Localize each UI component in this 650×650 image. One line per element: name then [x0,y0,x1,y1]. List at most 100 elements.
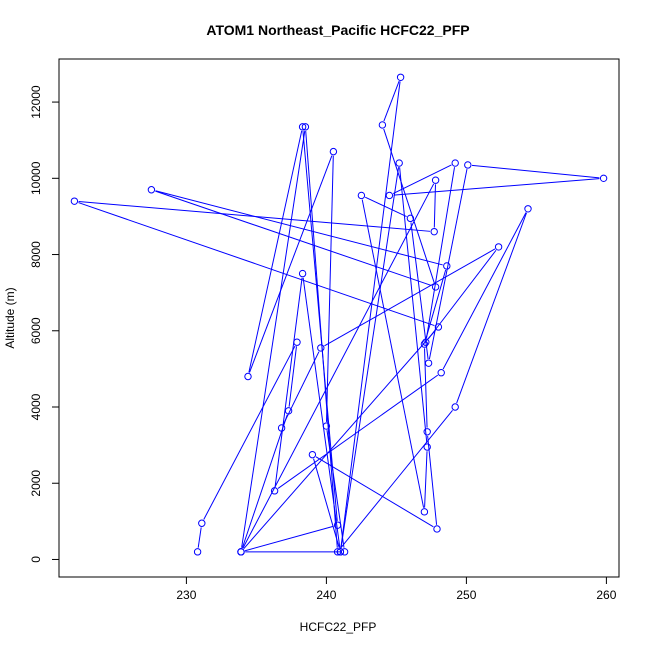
data-point [357,191,366,200]
data-point [431,176,440,184]
data-point [424,359,433,367]
data-point [422,338,430,346]
series-line-segment [242,183,435,549]
data-point [451,159,459,167]
series-line-segment [393,178,600,196]
series-line-segment [244,525,334,552]
data-point [451,403,459,411]
series-line-segment [324,248,496,347]
series-line-segment [425,167,456,339]
data-point [333,548,342,556]
y-axis: 0 2000 4000 6000 8000 10000 12000 [29,85,59,563]
plot-frame [58,58,620,578]
series-line-segment [302,277,341,548]
series-line-segment [305,130,338,548]
series-line-segment [248,130,303,373]
data-point [420,340,429,348]
data-point [378,121,387,129]
data-point [420,508,429,516]
series-line-segment [313,458,340,548]
series-line-segment [392,164,452,195]
data-point [599,174,608,183]
series-line-segment [340,81,401,548]
data-point [298,269,307,278]
data-point [434,323,443,331]
series-layer [70,73,608,556]
data-point [443,262,451,270]
series-line-segment [78,202,435,327]
data-point [431,283,440,291]
series-line-segment [471,164,600,179]
data-point [277,424,286,432]
data-point [329,147,338,156]
data-point [494,243,503,251]
chart-title: ATOM1 Northeast_Pacific HCFC22_PFP [206,22,469,38]
data-point [437,368,445,377]
series-line-segment [442,212,527,370]
x-axis-label: HCFC22_PFP [300,620,377,634]
data-point [193,548,202,556]
series-line-segment [243,329,437,550]
series-line-segment [249,155,333,373]
data-point [317,344,325,352]
series-line-segment [433,184,436,228]
data-point [336,548,345,556]
data-point [430,227,438,236]
data-point [406,214,415,223]
data-point [396,73,405,81]
y-tick-label: 10000 [29,161,43,195]
y-tick-label: 12000 [29,85,43,119]
series-line-segment [277,374,439,489]
data-point [464,161,472,169]
data-point [147,186,156,194]
series-line-segment [410,222,429,360]
series-line-segment [315,456,434,528]
series-line-segment [383,128,435,284]
series-line-segment [155,190,432,287]
series-line-segment [427,435,438,525]
x-tick-label: 250 [456,588,476,602]
series-line-segment [424,348,428,428]
data-point [423,443,431,451]
series-line-segment [241,414,288,549]
data-point [433,525,441,533]
data-point [293,338,301,346]
x-tick-label: 230 [176,588,196,602]
y-tick-label: 0 [29,556,43,563]
x-tick-label: 260 [596,588,616,602]
data-point [270,487,279,495]
data-point [284,407,293,415]
series-line-segment [326,155,334,422]
data-point [340,548,349,556]
y-tick-label: 4000 [29,393,43,420]
series-line-segment [197,527,202,548]
series-line-segment [274,277,303,487]
data-point [301,123,310,131]
series-line-segment [383,81,400,122]
series-line-segment [241,130,306,548]
series-line-segment [339,409,453,549]
x-tick-label: 240 [316,588,336,602]
x-axis: 230 240 250 260 [176,577,617,602]
series-line-segment [288,346,297,407]
data-point [298,123,307,131]
series-line-segment [155,190,443,266]
data-point [308,450,317,459]
y-tick-label: 8000 [29,241,43,268]
data-point [524,205,532,213]
y-axis-label: Altitude (m) [3,287,17,348]
series-line-segment [340,167,400,548]
series-line-segment [425,269,447,341]
series-line-segment [364,196,407,218]
data-point [198,519,206,527]
series-line-segment [456,212,528,404]
data-point [322,422,331,430]
y-tick-label: 6000 [29,317,43,344]
y-tick-label: 2000 [29,470,43,497]
data-point [237,548,245,556]
series-line-segment [424,451,428,508]
series-line-segment [203,345,296,520]
series-line-segment [282,351,320,425]
series-line-segment [361,199,425,508]
